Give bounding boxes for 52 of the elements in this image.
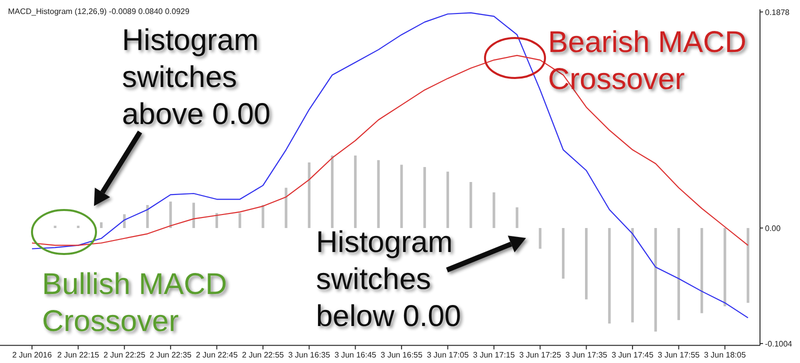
bar (516, 207, 518, 228)
x-tick-label: 3 Jun 16:35 (288, 350, 331, 360)
x-tick-label: 3 Jun 17:55 (658, 350, 700, 360)
x-tick-label: 2 Jun 2016 (12, 350, 52, 360)
bar (238, 213, 242, 228)
bar (585, 228, 588, 300)
bar (400, 164, 403, 228)
bar (100, 222, 103, 228)
bar (354, 156, 357, 228)
bar (262, 205, 264, 228)
bar (446, 172, 450, 228)
bar (423, 167, 426, 228)
bar (538, 228, 542, 249)
x-tick-label: 3 Jun 17:35 (565, 350, 608, 360)
bar (54, 226, 56, 228)
x-tick-label: 3 Jun 16:45 (334, 350, 377, 360)
x-tick-label: 2 Jun 22:45 (196, 350, 238, 360)
bar (724, 228, 726, 306)
annotation: Bullish MACD Crossover (42, 268, 228, 338)
annotation: Histogram switches above 0.00 (122, 24, 270, 131)
bar (654, 228, 657, 332)
bar (192, 202, 195, 228)
bar (608, 228, 611, 324)
bar (631, 228, 634, 322)
x-tick-label: 3 Jun 17:15 (473, 350, 516, 360)
bar (146, 205, 149, 228)
y-tick-label: 0.1878 (765, 8, 790, 17)
x-tick-label: 3 Jun 16:55 (380, 350, 424, 360)
bar (308, 162, 310, 228)
x-tick-label: 3 Jun 17:05 (426, 350, 470, 360)
y-tick-label: -0.1004 (765, 340, 793, 349)
bar (677, 228, 680, 320)
bar (470, 182, 472, 228)
bar (284, 188, 288, 228)
y-tick-label: 0.00 (765, 224, 782, 234)
bar (746, 228, 750, 303)
bar (492, 192, 496, 228)
x-tick-label: 2 Jun 22:55 (242, 350, 284, 360)
bar (76, 226, 80, 228)
x-tick-label: 2 Jun 22:25 (103, 350, 146, 360)
x-tick-label: 2 Jun 22:35 (150, 350, 192, 360)
x-tick-label: 3 Jun 17:25 (519, 350, 562, 360)
bar (562, 228, 565, 279)
bar (330, 156, 334, 228)
bar (377, 160, 380, 228)
annotation: Histogram switches below 0.00 (316, 226, 462, 333)
x-tick-label: 2 Jun 22:15 (57, 350, 100, 360)
x-tick-label: 3 Jun 18:05 (704, 350, 746, 360)
bar (700, 228, 704, 314)
x-tick-label: 3 Jun 17:45 (612, 350, 654, 360)
bar (169, 202, 172, 228)
chart-title: MACD_Histogram (12,26,9) -0.0089 0.0840 0.0929 (8, 7, 190, 16)
